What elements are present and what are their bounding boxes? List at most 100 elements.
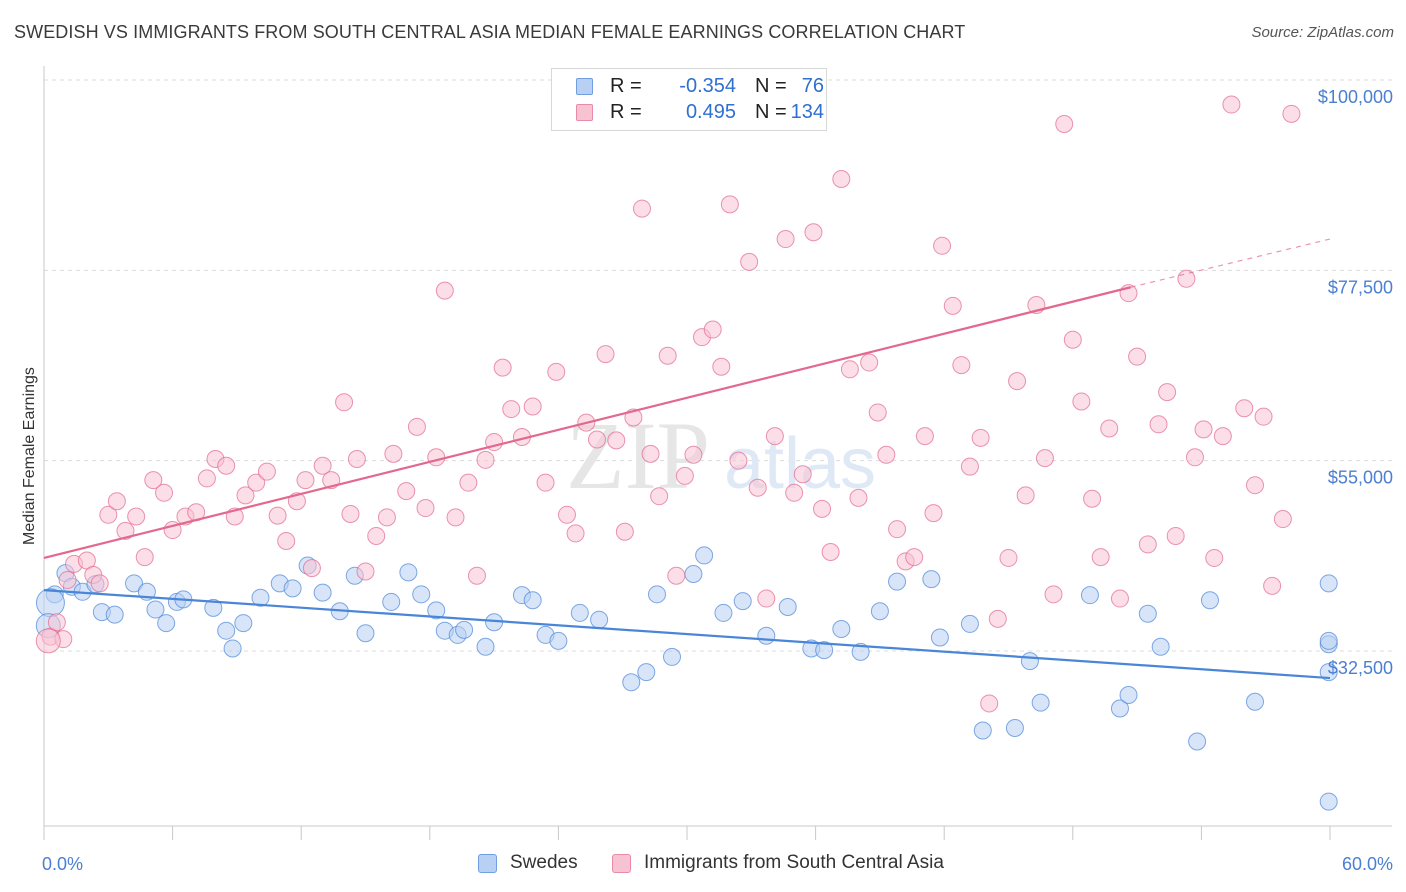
data-point	[1222, 95, 1241, 114]
y-axis-label: Median Female Earnings	[21, 367, 38, 545]
data-point	[146, 600, 165, 619]
data-point	[197, 469, 216, 488]
data-point	[1213, 427, 1232, 446]
data-point	[1254, 407, 1273, 426]
data-point	[888, 520, 907, 539]
data-point	[637, 663, 656, 682]
data-point	[1188, 732, 1207, 751]
trend-lines	[43, 238, 1331, 680]
data-point	[662, 647, 681, 666]
data-point	[1149, 415, 1168, 434]
data-point	[502, 400, 521, 419]
data-point	[412, 585, 431, 604]
data-point	[99, 505, 118, 524]
data-point	[570, 603, 589, 622]
data-point	[384, 444, 403, 463]
data-point	[1035, 449, 1054, 468]
data-point	[851, 642, 870, 661]
data-point	[90, 574, 109, 593]
legend-n-value: 134	[790, 101, 824, 123]
data-point	[1044, 585, 1063, 604]
y-tick-label: $77,500	[1328, 277, 1393, 297]
data-point	[1319, 574, 1338, 593]
data-point	[127, 507, 146, 526]
data-point	[407, 417, 426, 436]
x-tick-label: 0.0%	[42, 854, 83, 874]
data-point	[922, 570, 941, 589]
data-point	[960, 457, 979, 476]
data-point	[257, 462, 276, 481]
data-point	[58, 570, 77, 589]
data-point	[427, 448, 446, 467]
data-point	[684, 565, 703, 584]
data-point	[302, 559, 321, 578]
data-point	[1031, 693, 1050, 712]
data-point	[804, 223, 823, 242]
data-point	[1319, 663, 1338, 682]
data-point	[367, 526, 386, 545]
data-point	[455, 620, 474, 639]
data-point	[695, 546, 714, 565]
data-point	[557, 505, 576, 524]
data-point	[1110, 699, 1129, 718]
data-point	[785, 483, 804, 502]
data-point	[1063, 330, 1082, 349]
data-point	[1055, 114, 1074, 133]
data-point	[341, 504, 360, 523]
data-point	[157, 614, 176, 633]
data-point	[590, 610, 609, 629]
data-point	[720, 195, 739, 214]
data-point	[905, 548, 924, 567]
data-point	[105, 605, 124, 624]
data-point	[204, 598, 223, 617]
legend-swatch-swedes	[576, 78, 593, 95]
data-point	[776, 230, 795, 249]
legend-r-label: R =	[610, 75, 642, 97]
data-point	[356, 562, 375, 581]
trend-line-immigrants	[43, 286, 1131, 560]
data-point	[1016, 486, 1035, 505]
data-point	[144, 471, 163, 490]
source-credit: Source: ZipAtlas.com	[1251, 24, 1394, 41]
data-point	[335, 393, 354, 412]
legend-swatch-immigrants	[612, 854, 631, 873]
data-point	[943, 296, 962, 315]
data-point	[877, 445, 896, 464]
data-point	[523, 591, 542, 610]
data-point	[382, 592, 401, 611]
data-point	[283, 579, 302, 598]
data-point	[647, 585, 666, 604]
data-point	[35, 588, 65, 618]
legend-n-label: N =	[755, 101, 787, 123]
data-point	[35, 628, 61, 654]
data-point	[566, 524, 585, 543]
legend-n-label: N =	[755, 75, 787, 97]
trend-line-swedes	[43, 588, 1331, 680]
data-point	[467, 566, 486, 585]
data-point	[296, 471, 315, 490]
data-point	[1185, 448, 1204, 467]
data-point	[596, 345, 615, 364]
chart-title: SWEDISH VS IMMIGRANTS FROM SOUTH CENTRAL…	[14, 22, 966, 42]
legend-r-label: R =	[610, 101, 642, 123]
y-tick-label: $32,500	[1328, 658, 1393, 678]
data-point	[1245, 692, 1264, 711]
y-tick-label: $100,000	[1318, 87, 1393, 107]
data-point	[1138, 604, 1157, 623]
data-point	[223, 639, 242, 658]
data-point	[1319, 792, 1338, 811]
data-point	[356, 624, 375, 643]
data-point	[1091, 548, 1110, 567]
data-point	[793, 465, 812, 484]
data-point	[1110, 589, 1129, 608]
data-point	[703, 320, 722, 339]
data-point	[733, 592, 752, 611]
data-point	[416, 499, 435, 518]
data-point	[641, 444, 660, 463]
data-point	[1205, 548, 1224, 567]
data-point	[476, 450, 495, 469]
data-point	[1008, 372, 1027, 391]
data-point	[821, 543, 840, 562]
data-point	[684, 445, 703, 464]
data-point	[1072, 392, 1091, 411]
